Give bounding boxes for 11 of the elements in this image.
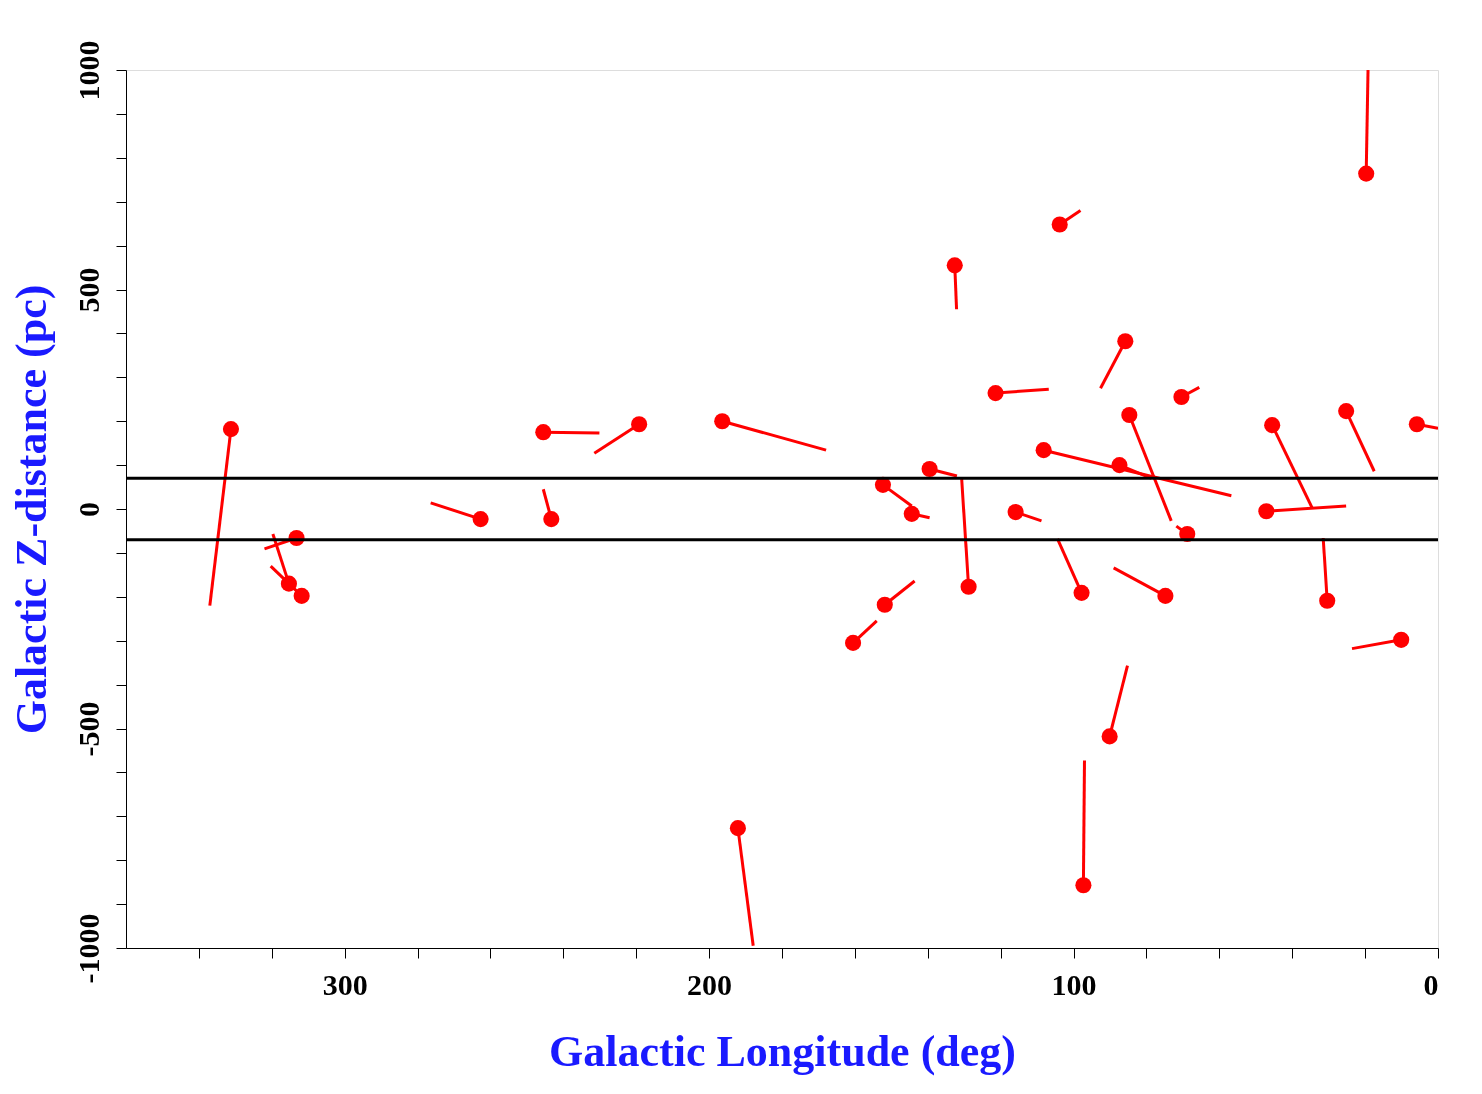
y-tick-label: 0: [71, 502, 105, 517]
x-tick-label: 100: [1051, 967, 1097, 1001]
x-tick-label: 300: [322, 967, 368, 1001]
x-tick-label: 200: [687, 967, 733, 1001]
y-tick-label: 1000: [71, 40, 105, 101]
y-axis-title: Galactic Z-distance (pc): [6, 284, 56, 735]
y-tick-label: -1000: [71, 913, 105, 984]
x-axis-title: Galactic Longitude (deg): [549, 1026, 1016, 1076]
y-tick-label: -500: [71, 701, 105, 757]
x-tick-label: 0: [1423, 967, 1439, 1001]
y-tick-label: 500: [71, 267, 105, 313]
